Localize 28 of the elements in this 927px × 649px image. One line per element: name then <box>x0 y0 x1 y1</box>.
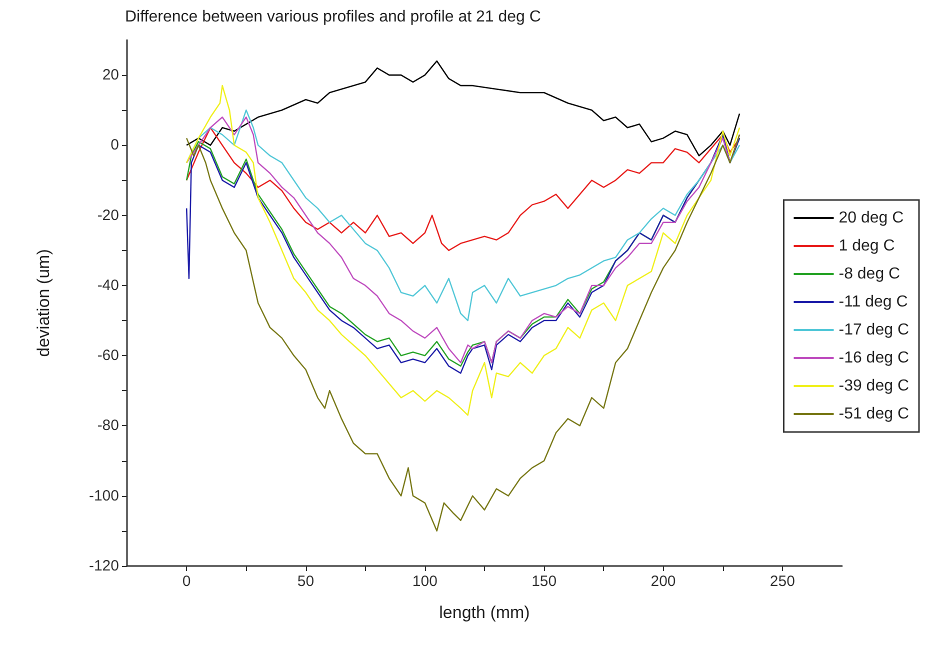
legend-label: -8 deg C <box>838 266 900 282</box>
y-tick-label: 20 <box>102 66 119 84</box>
legend-label: -39 deg C <box>838 378 909 394</box>
legend-label: 20 deg C <box>838 210 904 226</box>
line-series <box>186 60 740 156</box>
y-tick-label: -20 <box>97 206 119 224</box>
y-tick-label: -60 <box>97 347 119 364</box>
x-tick-label: 150 <box>532 573 557 590</box>
chart-title: Difference between various profiles and profile at 21 deg C <box>125 8 541 26</box>
y-tick-label: -80 <box>97 417 119 434</box>
x-tick-label: 200 <box>650 573 676 590</box>
x-tick-label: 0 <box>182 573 191 590</box>
x-axis-title: length (mm) <box>439 603 530 622</box>
y-axis-title: deviation (um) <box>34 249 53 357</box>
x-tick-label: 100 <box>412 573 438 590</box>
legend-label: -16 deg C <box>838 350 909 366</box>
legend-label: -51 deg C <box>838 406 909 422</box>
y-tick-label: 0 <box>110 136 119 154</box>
legend-label: 1 deg C <box>838 238 895 254</box>
x-tick-label: 250 <box>770 573 795 590</box>
legend-label: -11 deg C <box>838 294 908 310</box>
y-tick-label: -120 <box>88 558 119 574</box>
y-tick-label: -40 <box>97 276 119 294</box>
legend-label: -17 deg C <box>838 322 909 338</box>
x-tick-label: 50 <box>297 573 314 590</box>
line-series <box>186 134 740 532</box>
y-tick-label: -100 <box>88 487 119 504</box>
line-series <box>186 84 740 416</box>
